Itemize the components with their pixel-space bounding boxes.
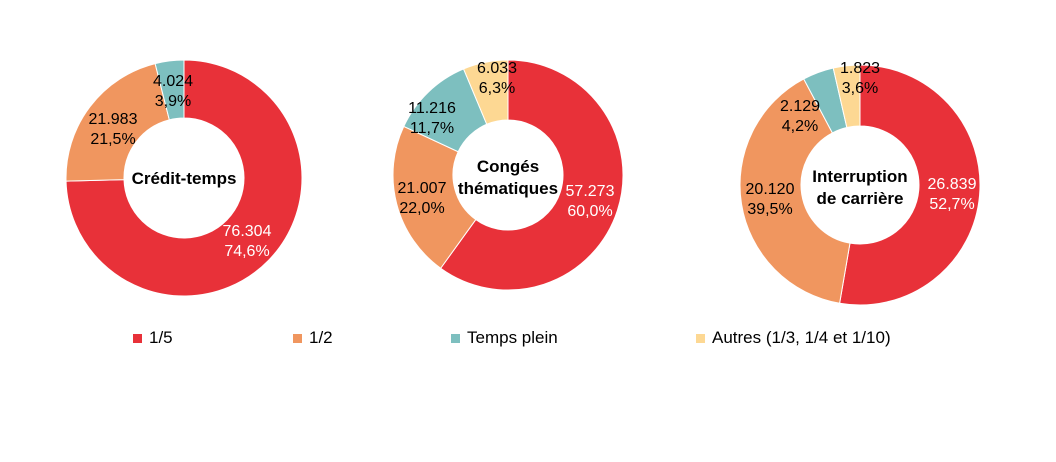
slice-percent-label: 21,5% <box>90 131 135 148</box>
slice-percent-label: 3,9% <box>155 93 191 110</box>
legend-item-autres: Autres (1/3, 1/4 et 1/10) <box>696 328 891 348</box>
slice-value-label: 20.120 <box>746 181 795 198</box>
slice-value-label: 21.007 <box>398 180 447 197</box>
donut-title: Interruption <box>812 167 907 186</box>
slice-percent-label: 3,6% <box>842 80 878 97</box>
slice-value-label: 21.983 <box>89 111 138 128</box>
donut-title: thématiques <box>458 179 558 198</box>
slice-value-label: 76.304 <box>223 223 272 240</box>
donut-slice <box>392 125 477 269</box>
slice-percent-label: 11,7% <box>410 120 454 137</box>
donut-slice <box>439 59 624 291</box>
slice-percent-label: 74,6% <box>224 243 269 260</box>
donut-slice <box>65 59 303 297</box>
legend-swatch <box>696 333 705 343</box>
slice-percent-label: 6,3% <box>479 80 515 97</box>
donut-slice <box>739 78 851 304</box>
donut-slice <box>832 64 861 129</box>
legend-label: 1/2 <box>309 328 333 347</box>
donut-title: Crédit-temps <box>132 169 237 188</box>
donut-slice <box>462 59 509 125</box>
slice-value-label: 6.033 <box>477 60 517 77</box>
slice-value-label: 26.839 <box>928 176 977 193</box>
donut-title: Congés <box>477 157 539 176</box>
legend-label: Autres (1/3, 1/4 et 1/10) <box>712 328 891 347</box>
legend-label: 1/5 <box>149 328 173 347</box>
donut-slice <box>65 62 170 182</box>
slice-value-label: 11.216 <box>408 100 456 117</box>
slice-value-label: 2.129 <box>780 98 820 115</box>
donut-slice <box>839 64 981 306</box>
slice-percent-label: 60,0% <box>567 203 612 220</box>
legend-item-1-5: 1/5 <box>133 328 173 348</box>
slice-value-label: 4.024 <box>153 73 193 90</box>
legend-item-temps-plein: Temps plein <box>451 328 558 348</box>
slice-percent-label: 39,5% <box>747 201 792 218</box>
slice-percent-label: 52,7% <box>929 196 974 213</box>
slice-percent-label: 22,0% <box>399 200 444 217</box>
slice-value-label: 57.273 <box>566 183 615 200</box>
legend-swatch <box>451 333 460 343</box>
legend-swatch <box>133 333 142 343</box>
slice-value-label: 1.823 <box>840 60 880 77</box>
slice-percent-label: 4,2% <box>782 118 818 135</box>
legend-label: Temps plein <box>467 328 558 347</box>
legend-item-1-2: 1/2 <box>293 328 333 348</box>
donut-title: de carrière <box>817 189 904 208</box>
legend-swatch <box>293 333 302 343</box>
donut-slice <box>154 59 185 121</box>
